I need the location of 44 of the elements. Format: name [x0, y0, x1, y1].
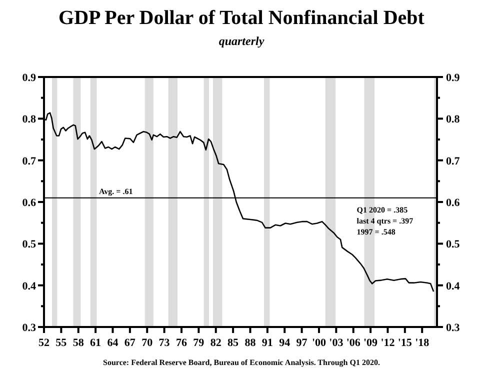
x-tick-label: 94: [279, 337, 291, 349]
y2-tick-label: 0.7: [446, 155, 460, 168]
x-tick-label: 91: [262, 337, 273, 349]
x-tick-label: '09: [364, 337, 378, 349]
x-tick-label: 67: [124, 337, 136, 349]
ref-line-label: Avg. = .61: [99, 186, 133, 196]
source-note: Source: Federal Reserve Board, Bureau of Economic Analysis. Through Q1 2020.: [103, 358, 380, 367]
y2-tick-label: 0.5: [446, 238, 460, 251]
y2-tick-label: 0.6: [446, 197, 460, 209]
x-tick-label: 52: [38, 337, 50, 349]
y-tick-label: 0.7: [22, 155, 36, 168]
x-tick-label: 73: [158, 337, 170, 349]
x-tick-label: '00: [312, 337, 327, 349]
y-tick-label: 0.8: [22, 114, 36, 126]
y-tick-label: 0.9: [22, 72, 36, 84]
x-tick-label: 64: [107, 337, 119, 349]
chart-title: GDP Per Dollar of Total Nonfinancial Debt: [58, 7, 425, 29]
y-tick-label: 0.5: [22, 238, 36, 251]
y-tick-label: 0.3: [22, 322, 36, 334]
x-tick-label: 58: [72, 337, 84, 349]
y2-tick-label: 0.8: [446, 114, 460, 126]
x-tick-label: 76: [176, 337, 188, 349]
x-tick-label: 97: [296, 337, 308, 349]
y-tick-label: 0.6: [22, 197, 36, 209]
x-tick-label: 85: [228, 337, 240, 349]
annotation: 1997 = .548: [356, 227, 396, 236]
y-tick-label: 0.4: [22, 280, 36, 292]
x-tick-label: 82: [210, 337, 222, 349]
x-tick-label: '18: [415, 337, 430, 349]
x-tick-label: '15: [398, 337, 412, 349]
chart-subtitle: quarterly: [218, 34, 265, 48]
y2-tick-label: 0.4: [446, 280, 460, 292]
x-tick-label: 55: [56, 337, 68, 349]
annotation: last 4 qtrs = .397: [356, 216, 414, 226]
x-tick-label: '12: [380, 337, 396, 349]
x-tick-label: 79: [193, 337, 205, 349]
x-tick-label: '06: [346, 337, 361, 349]
x-tick-label: 61: [90, 337, 102, 349]
y2-tick-label: 0.3: [446, 322, 460, 334]
x-tick-label: 88: [244, 337, 256, 349]
x-tick-label: 70: [142, 337, 154, 349]
x-tick-label: '03: [329, 337, 344, 349]
y2-tick-label: 0.9: [446, 72, 460, 84]
annotation: Q1 2020 = .385: [356, 205, 408, 214]
